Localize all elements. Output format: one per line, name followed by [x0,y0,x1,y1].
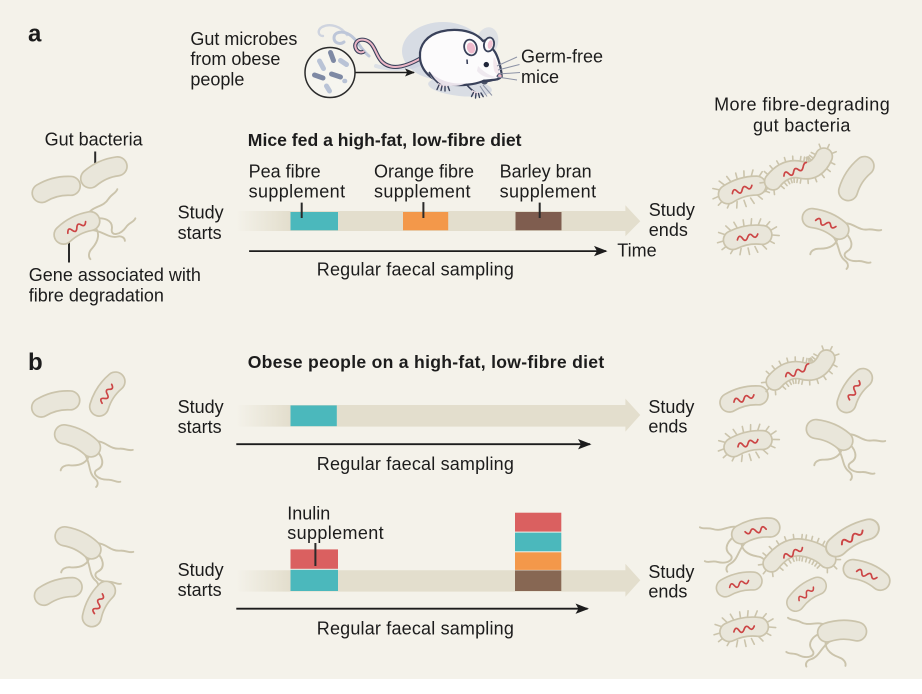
svg-text:ends: ends [648,416,687,436]
svg-text:Study: Study [649,200,695,220]
svg-text:Mice fed a high-fat, low-fibre: Mice fed a high-fat, low-fibre diet [248,130,522,150]
svg-text:starts: starts [178,417,222,437]
svg-text:supplement: supplement [249,182,346,202]
svg-text:Gut bacteria: Gut bacteria [45,129,144,149]
svg-text:Time: Time [617,240,656,260]
svg-text:supplement: supplement [500,182,597,202]
svg-text:Pea fibre: Pea fibre [249,161,321,181]
svg-text:starts: starts [178,580,222,600]
svg-text:supplement: supplement [287,523,384,543]
svg-text:fibre degradation: fibre degradation [29,285,164,305]
svg-text:Obese people on a high-fat, lo: Obese people on a high-fat, low-fibre di… [248,352,605,372]
svg-text:Orange fibre: Orange fibre [374,161,474,181]
svg-text:starts: starts [178,223,222,243]
svg-text:More fibre-degrading: More fibre-degrading [714,95,890,115]
svg-text:gut bacteria: gut bacteria [753,116,851,136]
svg-text:Study: Study [648,562,694,582]
svg-text:Regular faecal sampling: Regular faecal sampling [317,619,514,639]
svg-text:Study: Study [648,397,694,417]
svg-text:Regular faecal sampling: Regular faecal sampling [317,454,514,474]
svg-text:Inulin: Inulin [287,504,330,524]
svg-text:from obese: from obese [190,49,280,69]
svg-text:Study: Study [178,560,224,580]
svg-text:Study: Study [178,397,224,417]
svg-text:b: b [28,349,43,376]
svg-text:Germ-free: Germ-free [521,47,603,67]
svg-text:Gene associated with: Gene associated with [29,265,201,285]
svg-text:Gut microbes: Gut microbes [190,29,297,49]
svg-text:mice: mice [521,67,559,87]
svg-text:Regular faecal sampling: Regular faecal sampling [317,259,514,279]
svg-text:Study: Study [178,203,224,223]
svg-text:ends: ends [648,581,687,601]
svg-text:a: a [28,21,42,48]
svg-text:Barley bran: Barley bran [500,161,592,181]
svg-text:ends: ends [649,220,688,240]
svg-text:supplement: supplement [374,182,471,202]
svg-text:people: people [190,69,244,89]
